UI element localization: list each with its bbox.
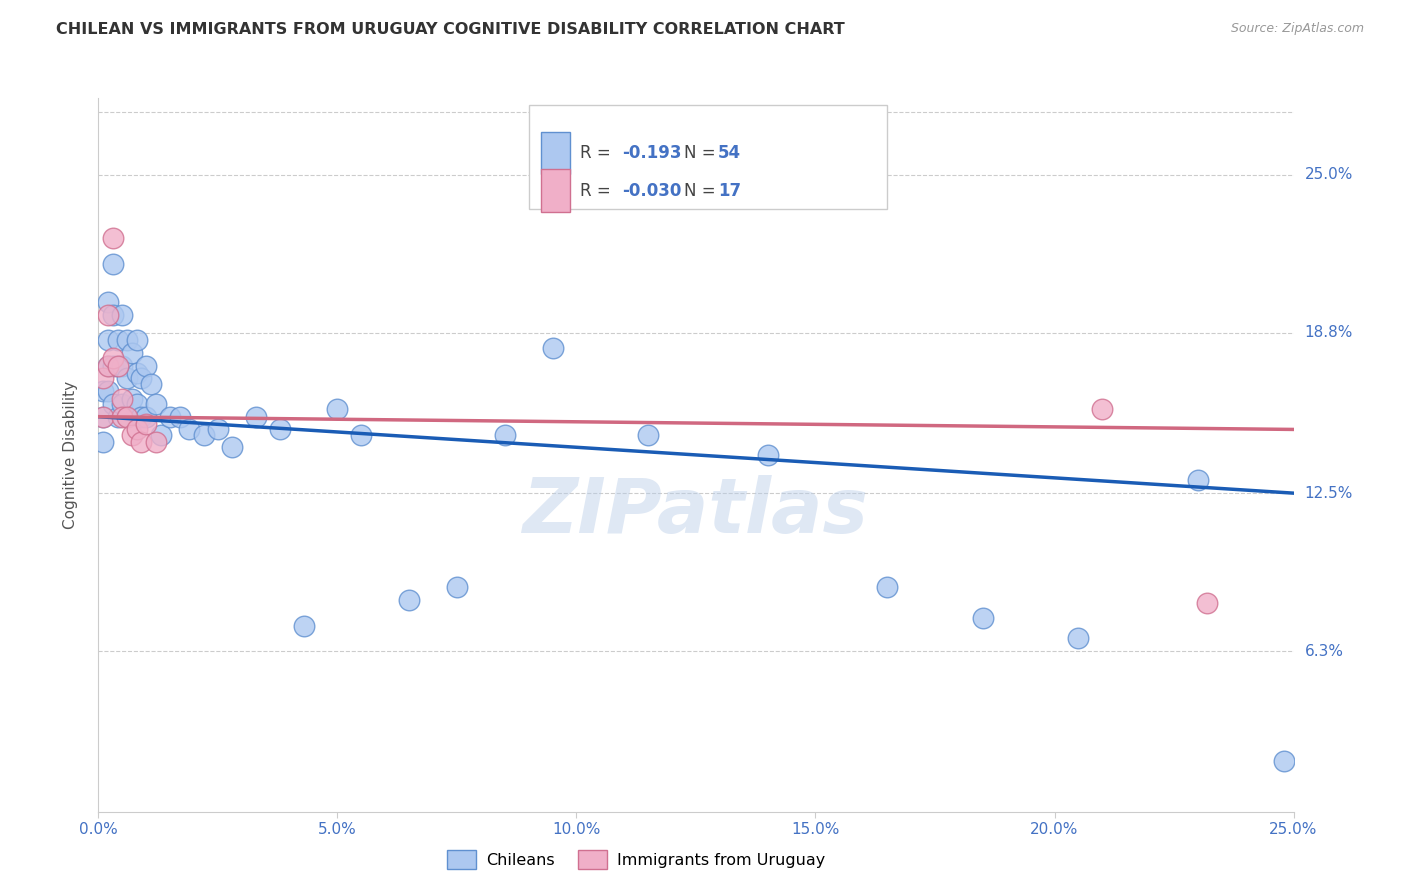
Point [1091,402,1114,417]
Point [101,359,124,373]
Text: CHILEAN VS IMMIGRANTS FROM URUGUAY COGNITIVE DISABILITY CORRELATION CHART: CHILEAN VS IMMIGRANTS FROM URUGUAY COGNI… [56,22,845,37]
Point [107,409,129,424]
Point [91,371,114,385]
Point [121,346,143,360]
Point [121,427,143,442]
Point [1272,754,1295,768]
Point [91,384,114,399]
Point [541,341,564,355]
Point [193,427,215,442]
Point [135,409,157,424]
Point [149,427,172,442]
Point [245,409,267,424]
Text: N =: N = [685,182,721,200]
Point [145,435,167,450]
Text: 25.0%: 25.0% [1305,167,1353,182]
Point [207,422,229,436]
Point [101,257,124,271]
Point [169,409,191,424]
Point [111,359,134,373]
Text: ZIPatlas: ZIPatlas [523,475,869,549]
Point [159,409,181,424]
Point [972,611,994,625]
Point [115,409,138,424]
Point [350,427,373,442]
Point [139,376,162,391]
Point [125,397,148,411]
Point [101,397,124,411]
Point [398,593,420,607]
Point [111,409,134,424]
Point [446,581,468,595]
Point [101,351,124,365]
Legend: Chileans, Immigrants from Uruguay: Chileans, Immigrants from Uruguay [441,844,831,875]
Point [135,417,157,432]
Text: 18.8%: 18.8% [1305,325,1353,340]
Point [101,231,124,245]
Text: 12.5%: 12.5% [1305,485,1353,500]
Text: Source: ZipAtlas.com: Source: ZipAtlas.com [1230,22,1364,36]
Point [121,392,143,406]
Point [107,359,129,373]
Point [107,333,129,347]
Point [269,422,291,436]
Point [91,409,114,424]
Point [97,308,120,322]
Point [494,427,516,442]
Text: N =: N = [685,145,721,162]
Point [111,392,134,406]
Text: 54: 54 [718,145,741,162]
Text: -0.193: -0.193 [623,145,682,162]
Point [97,359,120,373]
Point [101,308,124,322]
Text: R =: R = [581,145,616,162]
Point [131,435,153,450]
Point [876,581,898,595]
Point [292,618,315,632]
Point [97,333,120,347]
Point [1067,632,1090,646]
Point [125,333,148,347]
Point [91,435,114,450]
Point [115,371,138,385]
Point [1197,596,1219,610]
Point [326,402,349,417]
Point [107,359,129,373]
Point [97,384,120,399]
Point [179,422,201,436]
Y-axis label: Cognitive Disability: Cognitive Disability [63,381,77,529]
Point [135,359,157,373]
Point [637,427,659,442]
Point [115,409,138,424]
Point [131,371,153,385]
Point [91,409,114,424]
Point [97,295,120,310]
Text: -0.030: -0.030 [623,182,682,200]
Text: 6.3%: 6.3% [1305,644,1344,658]
Text: 17: 17 [718,182,741,200]
Point [111,397,134,411]
Point [131,409,153,424]
Point [115,333,138,347]
Point [125,422,148,436]
Point [97,359,120,373]
Point [145,397,167,411]
Point [125,367,148,381]
Point [111,308,134,322]
Point [221,440,243,454]
Point [756,448,779,462]
Text: R =: R = [581,182,616,200]
Point [1187,474,1209,488]
